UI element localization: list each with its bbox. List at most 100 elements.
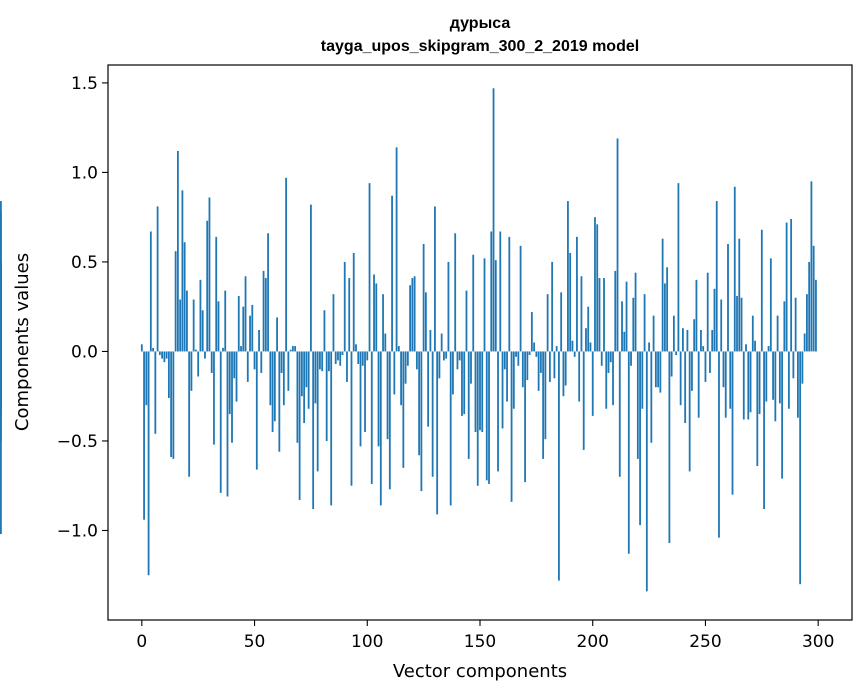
bar	[553, 351, 556, 379]
bar	[319, 351, 321, 370]
bar	[657, 351, 660, 388]
bar	[497, 351, 499, 472]
bar	[420, 351, 423, 492]
bar	[607, 351, 610, 373]
bar	[760, 229, 763, 352]
bar	[740, 297, 743, 352]
bar	[267, 233, 269, 352]
bar	[679, 351, 682, 406]
bar	[668, 351, 671, 544]
bar	[632, 297, 635, 352]
bar	[521, 351, 524, 388]
y-tick-label: 1.0	[71, 163, 98, 183]
bar	[332, 294, 335, 352]
bar	[564, 351, 567, 386]
bar	[767, 346, 770, 352]
bar	[738, 238, 741, 352]
bar	[682, 328, 684, 352]
bar	[440, 333, 443, 352]
bar	[749, 351, 752, 413]
bar	[285, 177, 288, 352]
bar	[612, 351, 614, 406]
bar	[700, 329, 702, 352]
bar	[756, 351, 759, 467]
bar	[323, 310, 326, 352]
bar	[397, 346, 400, 352]
bar	[479, 351, 481, 431]
bar	[305, 351, 308, 388]
bar	[174, 251, 177, 352]
bar	[659, 351, 662, 393]
bar	[618, 351, 621, 477]
bar	[339, 351, 342, 366]
bar	[388, 351, 391, 490]
bar	[806, 294, 808, 352]
bar	[544, 351, 547, 440]
bar	[242, 306, 245, 352]
bar	[625, 281, 628, 352]
bar	[639, 351, 641, 526]
bar	[204, 351, 206, 359]
bar	[781, 351, 784, 479]
bar	[596, 224, 599, 352]
bar	[763, 351, 765, 509]
bar	[382, 294, 384, 352]
bar	[325, 351, 328, 441]
bar	[470, 351, 472, 384]
bar	[796, 351, 799, 418]
chart-subtitle: tayga_upos_skipgram_300_2_2019 model	[321, 38, 639, 55]
bar	[580, 276, 583, 352]
bar	[161, 351, 164, 359]
bar	[226, 351, 229, 497]
x-tick-label: 0	[136, 632, 147, 652]
bar	[715, 201, 718, 352]
bar	[745, 344, 747, 352]
bar	[463, 351, 466, 415]
bar	[413, 276, 416, 352]
bar	[386, 351, 389, 440]
bar	[355, 344, 357, 352]
bar	[508, 236, 511, 352]
bar	[461, 351, 463, 416]
bar	[627, 351, 630, 554]
bar	[163, 351, 166, 363]
bar	[558, 351, 560, 581]
bar	[195, 349, 197, 352]
bar	[379, 351, 382, 506]
bar	[769, 258, 772, 352]
bar	[693, 319, 696, 352]
bar	[352, 252, 355, 352]
bar	[183, 242, 186, 352]
bar	[424, 292, 427, 352]
bar	[542, 351, 545, 459]
bar	[499, 231, 502, 352]
bar	[140, 344, 143, 352]
bar	[663, 283, 666, 352]
bar	[334, 351, 337, 364]
bar	[589, 342, 592, 352]
bar	[747, 351, 750, 420]
bar	[249, 315, 251, 352]
bar	[154, 351, 157, 434]
bar	[192, 299, 195, 352]
bar	[346, 351, 348, 382]
bar	[720, 299, 723, 352]
bar	[262, 270, 265, 352]
bar	[190, 351, 193, 391]
bar	[670, 351, 673, 377]
bar	[801, 351, 804, 384]
bar	[524, 351, 526, 483]
bar	[208, 197, 211, 352]
bar	[548, 351, 551, 382]
bar	[269, 351, 272, 406]
bar	[287, 351, 290, 391]
bar	[454, 233, 457, 352]
bar	[778, 351, 781, 404]
bar	[255, 351, 258, 470]
bar	[307, 351, 310, 409]
bar	[526, 351, 529, 381]
bar	[357, 351, 360, 364]
bar	[312, 351, 315, 509]
bar	[246, 351, 249, 382]
